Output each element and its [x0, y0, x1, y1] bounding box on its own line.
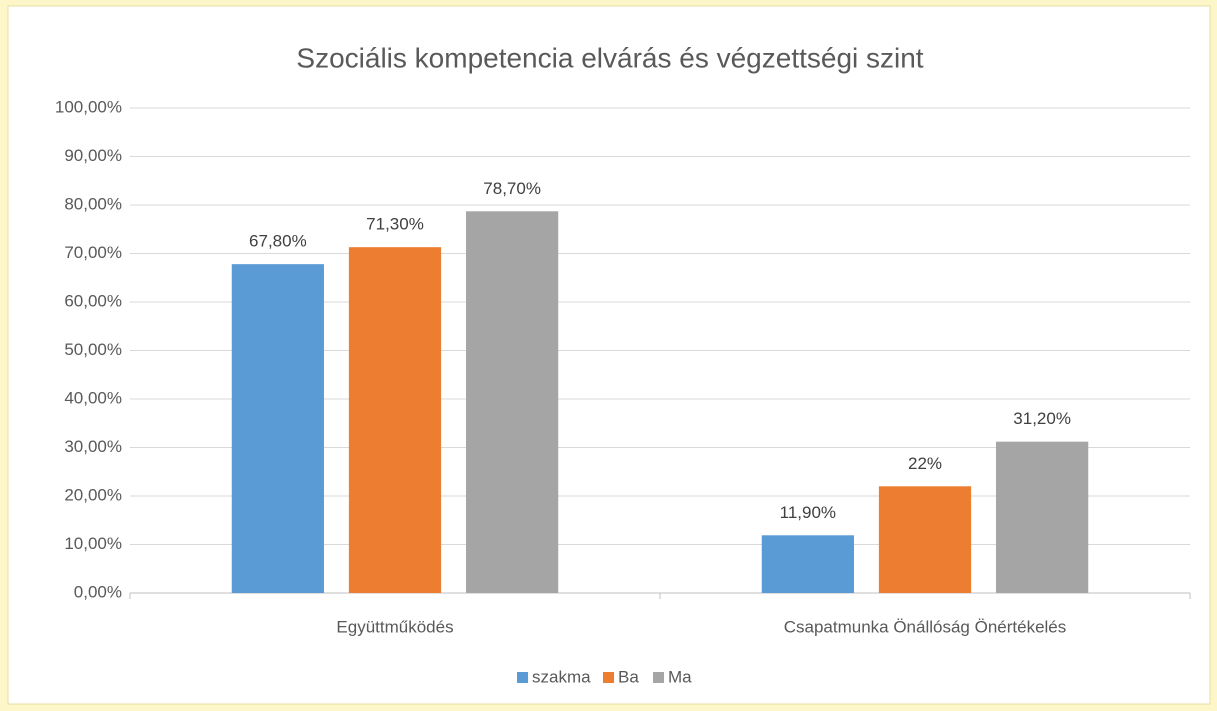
bar — [348, 247, 442, 593]
legend-swatch — [517, 672, 528, 683]
y-tick-label: 50,00% — [64, 340, 122, 359]
y-tick-label: 20,00% — [64, 485, 122, 504]
y-tick-label: 0,00% — [74, 582, 122, 601]
bar — [466, 211, 559, 593]
legend-label: szakma — [532, 667, 591, 686]
y-tick-label: 100,00% — [55, 97, 122, 116]
y-tick-label: 60,00% — [64, 291, 122, 310]
bar — [878, 486, 972, 593]
value-label: 31,20% — [1013, 409, 1071, 428]
value-label: 67,80% — [249, 232, 307, 251]
x-tick-label: Csapatmunka Önállóság Önértékelés — [784, 617, 1067, 636]
chart-area — [7, 5, 1211, 705]
bar — [231, 264, 324, 593]
y-tick-label: 80,00% — [64, 194, 122, 213]
y-tick-label: 90,00% — [64, 146, 122, 165]
bar — [996, 441, 1089, 593]
y-tick-label: 10,00% — [64, 534, 122, 553]
value-label: 78,70% — [483, 179, 541, 198]
y-tick-label: 30,00% — [64, 437, 122, 456]
y-tick-label: 70,00% — [64, 243, 122, 262]
legend-label: Ma — [668, 667, 692, 686]
value-label: 11,90% — [780, 503, 836, 522]
bar — [761, 535, 854, 593]
y-tick-label: 40,00% — [64, 388, 122, 407]
chart-title: Szociális kompetencia elvárás és végzett… — [296, 42, 923, 73]
value-label: 71,30% — [366, 215, 424, 234]
legend-swatch — [603, 672, 614, 683]
value-label: 22% — [908, 454, 942, 473]
legend-swatch — [653, 672, 664, 683]
legend-label: Ba — [618, 667, 639, 686]
x-tick-label: Együttműködés — [336, 617, 453, 636]
